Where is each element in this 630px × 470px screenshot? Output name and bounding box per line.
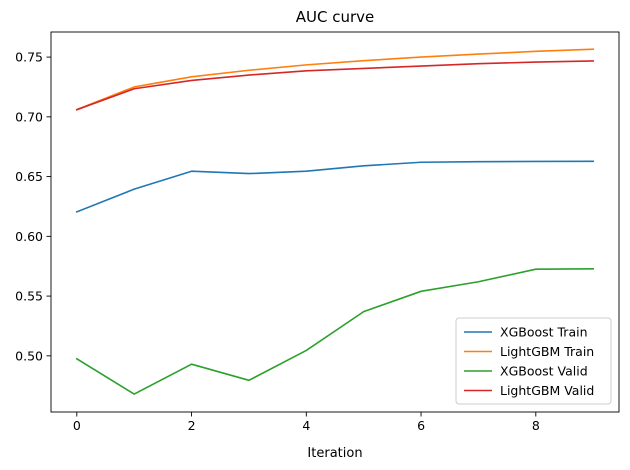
series-line-0 — [75, 160, 594, 213]
y-tick-label: 0.55 — [15, 289, 43, 304]
x-tick-label: 6 — [417, 418, 425, 433]
series-line-1 — [75, 48, 595, 111]
legend-label: XGBoost Valid — [500, 364, 588, 379]
x-axis-label: Iteration — [307, 446, 362, 461]
legend-label: LightGBM Valid — [500, 383, 594, 398]
x-tick-label: 2 — [188, 418, 196, 433]
legend: XGBoost Train LightGBM Train XGBoost Valid… — [455, 317, 612, 405]
legend-label: XGBoost Train — [500, 325, 588, 340]
series-line-3 — [75, 60, 594, 111]
series-line-2 — [75, 268, 594, 395]
axes-layer: 0 2 4 6 8 0.50 0.55 0.60 0.65 0.70 0.75 — [15, 31, 620, 433]
y-tick-label: 0.60 — [15, 229, 43, 244]
y-tick-label: 0.70 — [15, 109, 43, 124]
chart-title: AUC curve — [296, 8, 375, 26]
x-tick-label: 8 — [532, 418, 540, 433]
x-tick-label: 4 — [302, 418, 310, 433]
series-layer — [75, 48, 595, 395]
y-tick-label: 0.65 — [15, 169, 43, 184]
plot-frame — [50, 31, 620, 413]
x-tick-label: 0 — [73, 418, 81, 433]
y-tick-label: 0.75 — [15, 50, 43, 65]
legend-box — [455, 317, 612, 405]
y-tick-label: 0.50 — [15, 348, 43, 363]
legend-label: LightGBM Train — [500, 344, 594, 359]
